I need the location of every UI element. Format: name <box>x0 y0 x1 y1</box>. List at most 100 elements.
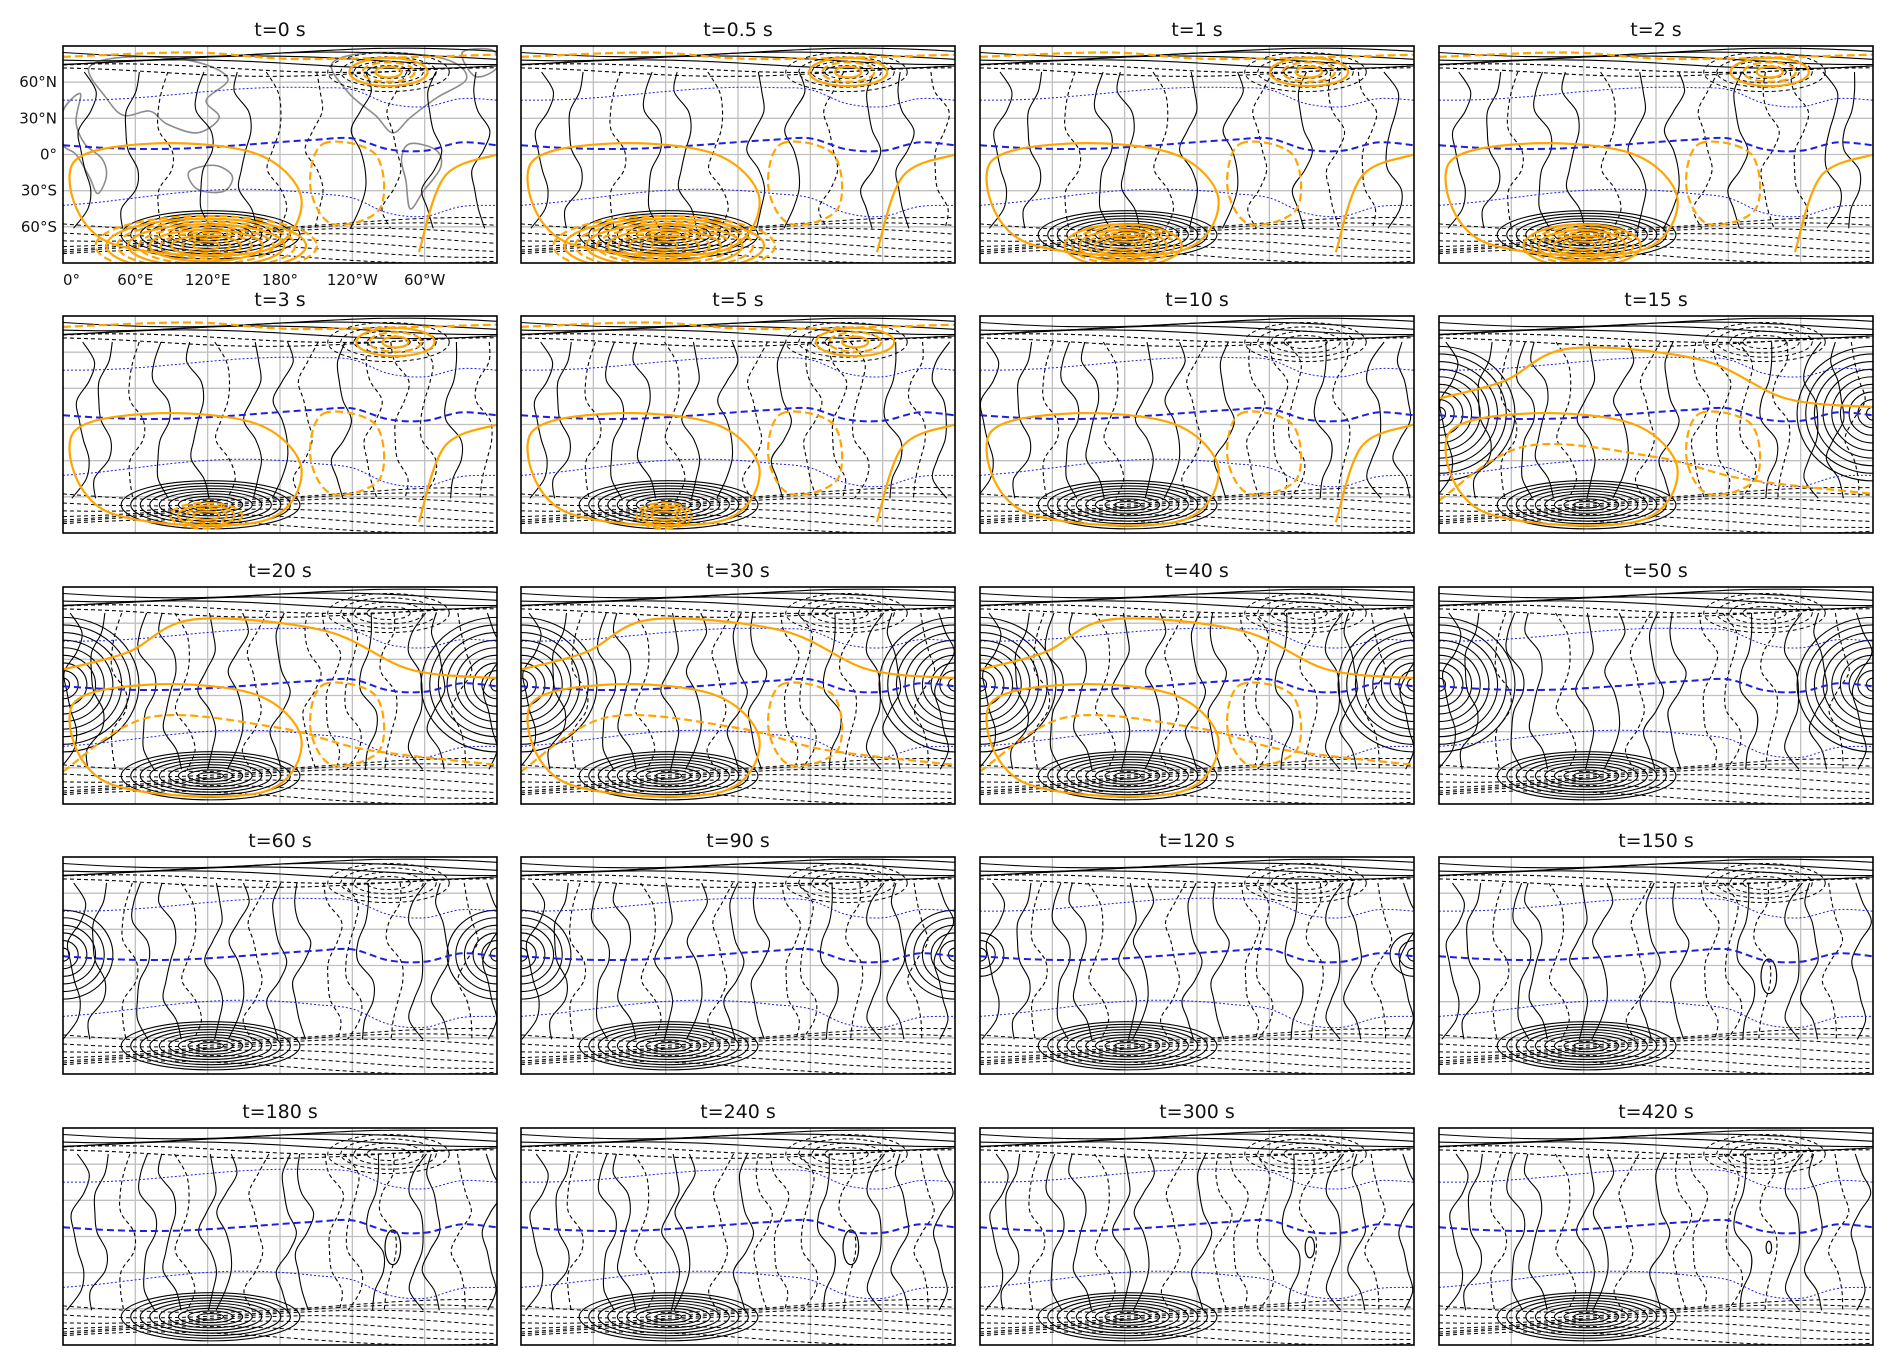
panel-plot-area <box>63 316 497 533</box>
contour-line <box>933 882 955 1040</box>
coastline-path <box>400 142 443 210</box>
contour-line <box>1760 612 1779 770</box>
contour-line <box>63 758 497 772</box>
southern-blue-contour <box>980 188 1414 218</box>
bullseye-contour <box>63 654 97 715</box>
orange-contour <box>181 237 232 254</box>
eddy-contour <box>1716 867 1813 899</box>
contour-line <box>1600 71 1622 229</box>
high-contour <box>1037 1021 1218 1071</box>
contour-line <box>521 1315 955 1330</box>
contour-line <box>89 1153 109 1311</box>
contour-line <box>1569 882 1589 1040</box>
high-contour <box>597 1297 740 1337</box>
high-contour <box>1037 480 1218 530</box>
contour-line <box>1439 487 1873 501</box>
bullseye-contour <box>1796 616 1873 753</box>
contour-line <box>660 612 680 770</box>
orange-contour <box>1530 226 1635 263</box>
eddy-contour <box>1716 1138 1813 1170</box>
contour-line <box>521 1033 955 1048</box>
contour-line <box>1181 341 1208 499</box>
contour-line <box>797 882 818 1040</box>
contour-line <box>1490 1153 1508 1311</box>
high-contour <box>597 1026 740 1066</box>
contour-line <box>302 612 322 770</box>
bullseye-contour <box>1813 632 1873 738</box>
latitude-tick-label: 30°S <box>21 182 57 200</box>
contour-line <box>980 1320 1414 1334</box>
contour-line <box>1365 341 1385 499</box>
contour-line <box>330 341 352 499</box>
contour-line <box>783 71 806 229</box>
northeast-eddy <box>327 593 450 634</box>
high-contour <box>626 1305 711 1329</box>
contour-line <box>474 341 493 499</box>
bullseye-contour <box>63 639 114 730</box>
orange-contour <box>1071 226 1176 263</box>
panel-title: t=1 s <box>1171 19 1222 41</box>
panel-plot-area <box>1439 1128 1873 1345</box>
contour-line <box>1254 1153 1275 1311</box>
contour-line <box>521 882 546 1040</box>
contour-line <box>633 1153 655 1311</box>
high-contour <box>130 1294 291 1339</box>
blue-contours <box>521 1168 955 1300</box>
contour-line <box>980 785 1414 799</box>
equatorial-blue-contour <box>63 406 497 423</box>
southern-blue-contour <box>1439 188 1873 218</box>
orange-contour <box>650 240 679 252</box>
black-contours <box>529 341 951 499</box>
contour-line <box>63 1141 497 1152</box>
contour-line <box>980 870 1414 881</box>
bullseye-contour <box>63 647 105 723</box>
high-contour <box>1094 225 1161 244</box>
orange-contour <box>639 237 690 254</box>
contour-line <box>1439 1315 1873 1330</box>
equatorial-blue-contour <box>1439 136 1873 153</box>
eddy-contour <box>327 322 450 363</box>
high-contour <box>139 1026 282 1066</box>
contour-line <box>1523 1153 1548 1311</box>
contour-line <box>197 612 217 770</box>
contour-line <box>1152 71 1175 229</box>
longitude-tick-label: 0° <box>63 271 80 289</box>
contour-line <box>723 882 745 1040</box>
orange-contour <box>63 617 497 680</box>
northeast-eddy <box>785 593 908 634</box>
eddy-contour <box>1244 593 1367 634</box>
contour-line <box>63 1038 497 1053</box>
contour-line <box>1439 1326 1873 1340</box>
eddy-contour <box>327 52 450 93</box>
orange-contour <box>308 140 386 226</box>
contour-line <box>157 1153 182 1311</box>
contour-line <box>119 1153 137 1311</box>
contour-line <box>521 1044 955 1059</box>
contour-line <box>521 514 955 528</box>
black-contours <box>1441 882 1872 1040</box>
panel-4: t=2 s <box>1438 19 1874 264</box>
contour-line <box>980 1055 1414 1069</box>
contour-line <box>1439 1028 1873 1042</box>
high-contour <box>1047 1294 1208 1339</box>
panel-title: t=300 s <box>1159 1101 1235 1123</box>
bullseye-contour <box>63 624 131 745</box>
contour-line <box>1357 71 1378 229</box>
contour-line <box>1281 1153 1301 1311</box>
high-contour <box>1037 751 1218 801</box>
contour-line <box>1603 612 1626 770</box>
panel-plot-area <box>1439 587 1873 804</box>
eddy-contour <box>340 867 437 899</box>
bullseye-contour <box>1389 662 1414 707</box>
panel-title: t=50 s <box>1624 560 1688 582</box>
bullseye-contour <box>913 917 955 993</box>
black-contours <box>1439 341 1866 499</box>
contour-line <box>1663 71 1686 229</box>
contour-line <box>980 508 1414 522</box>
high-contour <box>1515 1026 1658 1066</box>
eddy-contour <box>1257 867 1354 899</box>
orange-contour <box>985 411 1220 527</box>
orange-contour <box>815 326 896 358</box>
southern-band-contours <box>63 1299 497 1345</box>
contour-line <box>980 1315 1414 1330</box>
